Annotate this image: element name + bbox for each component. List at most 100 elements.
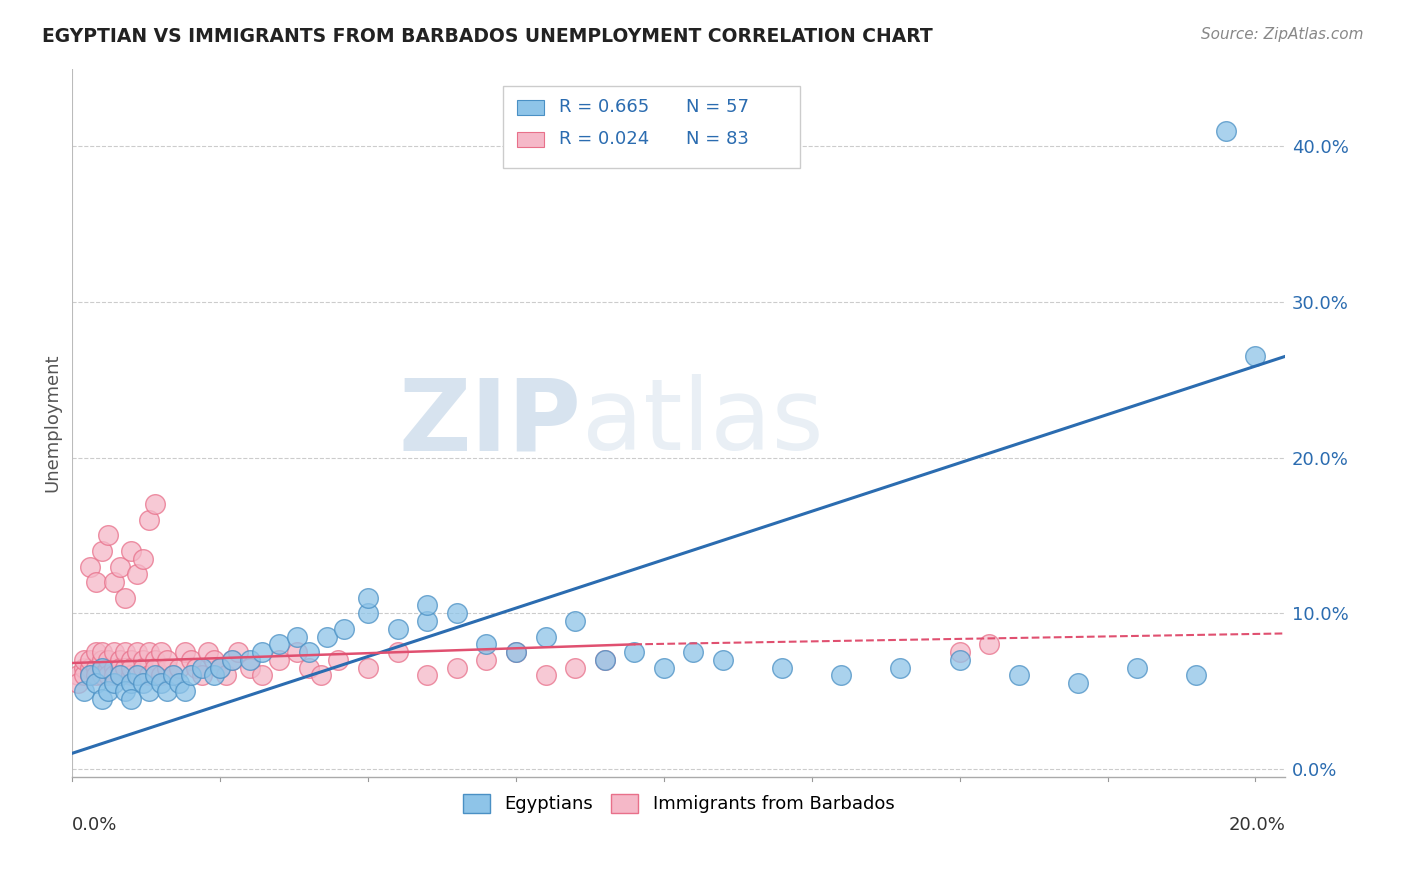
Point <box>73 668 96 682</box>
Point <box>79 668 101 682</box>
Point <box>79 668 101 682</box>
FancyBboxPatch shape <box>503 87 800 168</box>
Point <box>173 645 195 659</box>
Point <box>682 645 704 659</box>
Point <box>505 645 527 659</box>
Point <box>830 668 852 682</box>
Point <box>593 653 616 667</box>
Point <box>120 661 142 675</box>
Point <box>593 653 616 667</box>
Point <box>357 661 380 675</box>
Point <box>221 653 243 667</box>
Point <box>120 691 142 706</box>
Point <box>114 684 136 698</box>
Point <box>143 497 166 511</box>
Point <box>143 668 166 682</box>
Y-axis label: Unemployment: Unemployment <box>44 353 60 491</box>
Text: R = 0.665: R = 0.665 <box>558 98 648 117</box>
Point <box>215 668 238 682</box>
Point <box>138 513 160 527</box>
Text: R = 0.024: R = 0.024 <box>558 130 648 148</box>
Point <box>67 668 90 682</box>
Point <box>357 591 380 605</box>
Text: Source: ZipAtlas.com: Source: ZipAtlas.com <box>1201 27 1364 42</box>
Point <box>127 567 149 582</box>
Point <box>534 630 557 644</box>
Point <box>564 661 586 675</box>
Point <box>132 653 155 667</box>
Point <box>180 668 202 682</box>
Point <box>120 676 142 690</box>
Point <box>156 661 179 675</box>
Point <box>191 668 214 682</box>
Point <box>90 661 112 675</box>
Point <box>202 668 225 682</box>
Point <box>143 661 166 675</box>
Point <box>138 684 160 698</box>
Point <box>1185 668 1208 682</box>
Point <box>186 661 208 675</box>
Point <box>127 668 149 682</box>
Point <box>90 544 112 558</box>
Point <box>652 661 675 675</box>
Point <box>269 653 291 667</box>
Point <box>1244 350 1267 364</box>
Point <box>90 653 112 667</box>
Point <box>387 645 409 659</box>
Point <box>114 591 136 605</box>
Text: N = 57: N = 57 <box>686 98 749 117</box>
Point <box>90 661 112 675</box>
Point <box>315 630 337 644</box>
Point <box>132 676 155 690</box>
Point <box>90 645 112 659</box>
Point <box>387 622 409 636</box>
Legend: Egyptians, Immigrants from Barbados: Egyptians, Immigrants from Barbados <box>456 787 901 821</box>
Point <box>90 668 112 682</box>
Point <box>209 661 232 675</box>
Point <box>132 551 155 566</box>
Point <box>127 645 149 659</box>
Point <box>79 653 101 667</box>
Point <box>97 661 120 675</box>
Point <box>949 653 972 667</box>
Point <box>167 676 190 690</box>
Point <box>84 575 107 590</box>
Point <box>250 668 273 682</box>
Point <box>127 668 149 682</box>
Point <box>79 559 101 574</box>
Point <box>416 668 439 682</box>
Point <box>167 661 190 675</box>
Point <box>475 653 498 667</box>
Point <box>1008 668 1031 682</box>
Point <box>108 668 131 682</box>
Point <box>191 661 214 675</box>
Point <box>84 668 107 682</box>
Text: atlas: atlas <box>582 374 824 471</box>
Point <box>108 653 131 667</box>
Point <box>239 661 262 675</box>
Point <box>180 653 202 667</box>
Point <box>1126 661 1149 675</box>
Point <box>84 661 107 675</box>
Point <box>97 528 120 542</box>
Point <box>90 691 112 706</box>
Point <box>239 653 262 667</box>
Point <box>711 653 734 667</box>
Point <box>103 661 125 675</box>
Point <box>309 668 332 682</box>
Point <box>269 637 291 651</box>
Point <box>97 684 120 698</box>
Point <box>416 614 439 628</box>
Point <box>120 653 142 667</box>
Point <box>103 668 125 682</box>
Point <box>357 606 380 620</box>
Point <box>1067 676 1090 690</box>
Point <box>108 661 131 675</box>
Point <box>162 668 184 682</box>
Point <box>505 645 527 659</box>
Point <box>298 661 321 675</box>
Point <box>1215 124 1237 138</box>
Text: 20.0%: 20.0% <box>1227 815 1285 833</box>
Point <box>114 645 136 659</box>
Point <box>143 653 166 667</box>
